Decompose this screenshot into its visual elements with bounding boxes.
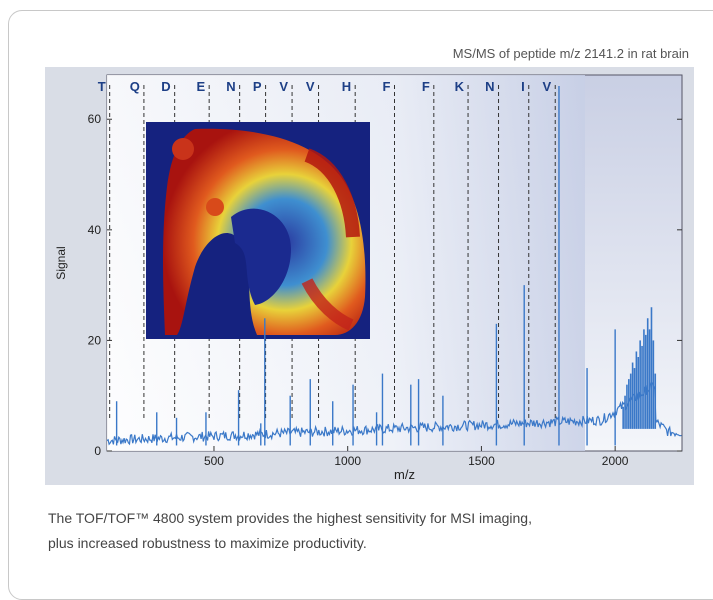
- y-tick-label: 0: [94, 444, 101, 458]
- fragment-label: V: [279, 79, 288, 94]
- fragment-label: D: [161, 79, 170, 94]
- fragment-label: F: [422, 79, 430, 94]
- x-tick-label: 500: [204, 454, 224, 468]
- fragment-label: V: [306, 79, 315, 94]
- x-tick-label: 2000: [602, 454, 629, 468]
- x-axis-label: m/z: [394, 467, 415, 482]
- fragment-label: P: [253, 79, 262, 94]
- y-tick-label: 40: [88, 223, 102, 237]
- caption-line-1: The TOF/TOF™ 4800 system provides the hi…: [48, 510, 532, 526]
- x-tick-label: 1000: [334, 454, 361, 468]
- chart-title: MS/MS of peptide m/z 2141.2 in rat brain: [452, 46, 689, 61]
- fragment-label: N: [226, 79, 235, 94]
- y-tick-label: 20: [88, 333, 102, 347]
- fragment-label: K: [455, 79, 465, 94]
- fragment-label: T: [98, 79, 106, 94]
- fragment-label: I: [521, 79, 525, 94]
- y-axis-label: Signal: [54, 246, 68, 279]
- fragment-label: Q: [130, 79, 140, 94]
- fragment-label: V: [543, 79, 552, 94]
- figure-caption: The TOF/TOF™ 4800 system provides the hi…: [48, 506, 688, 556]
- brain-ms-image-inset: [146, 122, 370, 339]
- caption-line-2: plus increased robustness to maximize pr…: [48, 535, 367, 551]
- fragment-label: N: [485, 79, 494, 94]
- fragment-label: H: [342, 79, 351, 94]
- fragment-label: E: [196, 79, 205, 94]
- y-tick-label: 60: [88, 112, 102, 126]
- x-tick-label: 1500: [468, 454, 495, 468]
- spectrum-line: [106, 381, 682, 446]
- fragment-label: F: [383, 79, 391, 94]
